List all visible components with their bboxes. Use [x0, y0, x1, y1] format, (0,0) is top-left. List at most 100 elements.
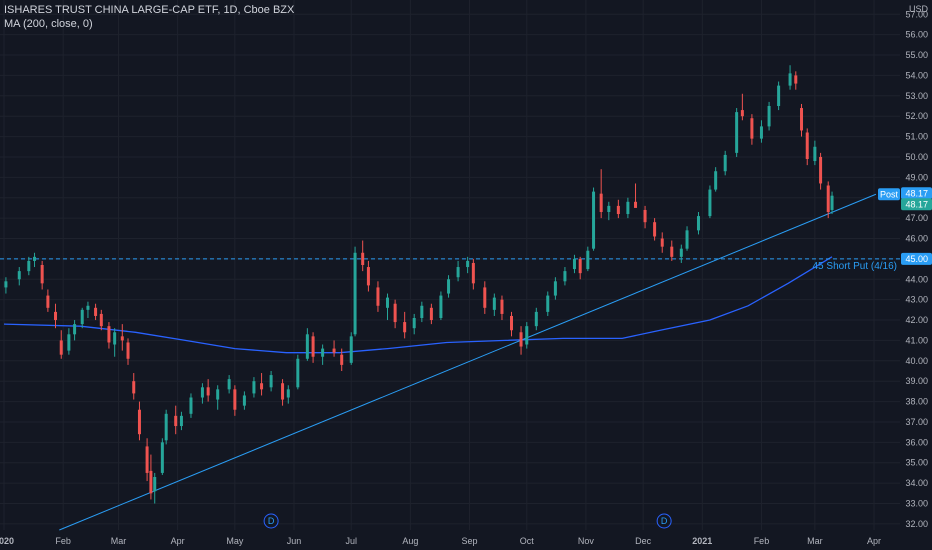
candle-body: [27, 260, 31, 272]
x-tick-label: Mar: [111, 536, 127, 546]
candle-body: [242, 395, 246, 406]
candle-body: [385, 297, 389, 308]
candle-body: [260, 383, 264, 390]
candle-body: [94, 307, 98, 316]
hline-layer[interactable]: 45 Short Put (4/16): [0, 258, 900, 272]
candle-body: [132, 381, 136, 394]
dividend-marker[interactable]: [263, 513, 279, 529]
candle-body: [714, 171, 718, 190]
candle-body: [456, 267, 460, 278]
candle-body: [819, 156, 823, 184]
candle-body: [412, 318, 416, 329]
x-tick-label: Feb: [754, 536, 770, 546]
y-tick-label: 56.00: [905, 30, 928, 40]
candle-body: [759, 126, 763, 139]
candle-body: [483, 287, 487, 308]
y-tick-label: 50.00: [905, 152, 928, 162]
x-tick-label: Oct: [520, 536, 535, 546]
y-tick-label: 55.00: [905, 50, 928, 60]
x-tick-label: 2020: [0, 536, 14, 546]
candle-body: [17, 271, 21, 280]
currency-label: USD: [909, 4, 929, 14]
time-axis-bg: [0, 532, 932, 550]
candle-body: [500, 299, 504, 314]
candle-body: [546, 295, 550, 312]
candle-body: [137, 409, 141, 435]
x-tick-label: 2021: [692, 536, 712, 546]
candle-body: [113, 332, 117, 345]
y-tick-label: 57.00: [905, 9, 928, 19]
candle-body: [592, 191, 596, 249]
candle-body: [788, 73, 792, 86]
y-tick-label: 37.00: [905, 417, 928, 427]
post-price-value: 48.17: [905, 188, 928, 198]
candle-body: [149, 470, 153, 494]
candle-body: [67, 334, 71, 351]
dividend-marker-label: D: [268, 516, 275, 526]
candle-body: [660, 238, 664, 247]
candle-body: [572, 258, 576, 270]
candle-body: [164, 413, 168, 441]
candle-body: [174, 415, 178, 427]
trendline[interactable]: [59, 193, 877, 531]
candle-body: [723, 154, 727, 172]
x-tick-label: Sep: [462, 536, 478, 546]
candle-body: [777, 85, 781, 106]
candle-body: [179, 415, 183, 427]
y-tick-label: 49.00: [905, 172, 928, 182]
candle-body: [643, 209, 647, 223]
candle-body: [679, 248, 683, 257]
candle-body: [586, 250, 590, 270]
candle-body: [578, 258, 582, 274]
y-tick-label: 35.00: [905, 458, 928, 468]
candle-body: [332, 348, 336, 353]
candle-body: [33, 256, 37, 261]
symbol-title[interactable]: ISHARES TRUST CHINA LARGE-CAP ETF, 1D, C…: [4, 4, 295, 16]
x-tick-label: Dec: [635, 536, 652, 546]
hline-price-tag: [901, 252, 932, 265]
candle-body: [296, 358, 300, 388]
candle-body: [670, 246, 674, 257]
y-tick-label: 34.00: [905, 478, 928, 488]
candle-body: [805, 132, 809, 159]
post-tag: [878, 188, 900, 201]
indicator-label[interactable]: MA (200, close, 0): [4, 18, 93, 30]
candle-body: [349, 336, 353, 363]
post-tag-label: Post: [880, 189, 899, 199]
candle-body: [830, 195, 834, 210]
time-axis[interactable]: 2020 Feb Mar Apr May Jun Jul Aug Sep Oct Nov Dec 202…: [0, 532, 932, 550]
candle-body: [353, 252, 357, 335]
candle-body: [269, 375, 273, 388]
moving-average-layer: [3, 256, 833, 354]
candle-body: [599, 193, 603, 212]
candle-body: [200, 387, 204, 398]
post-price-tag: [901, 187, 932, 200]
x-tick-label: Jul: [345, 536, 357, 546]
candle-body: [73, 324, 77, 335]
chart-legend: ISHARES TRUST CHINA LARGE-CAP ETF, 1D, C…: [4, 3, 294, 31]
last-price-value: 48.17: [905, 199, 928, 209]
y-tick-label: 43.00: [905, 295, 928, 305]
candle-body: [107, 326, 111, 343]
candle-body: [145, 446, 149, 473]
candle-body: [216, 389, 220, 400]
candle-body: [439, 295, 443, 318]
y-tick-label: 33.00: [905, 499, 928, 509]
candle-body: [305, 334, 309, 359]
candle-body: [525, 326, 529, 345]
trendline-layer[interactable]: [59, 193, 877, 531]
candle-body: [46, 295, 50, 308]
candle-body: [153, 477, 157, 492]
candle-body: [616, 205, 620, 215]
dividend-marker[interactable]: [656, 513, 672, 529]
candles-layer: [4, 65, 834, 504]
candle-body: [492, 297, 496, 310]
x-tick-label: Nov: [578, 536, 595, 546]
candle-body: [767, 106, 771, 127]
candle-body: [160, 442, 164, 473]
